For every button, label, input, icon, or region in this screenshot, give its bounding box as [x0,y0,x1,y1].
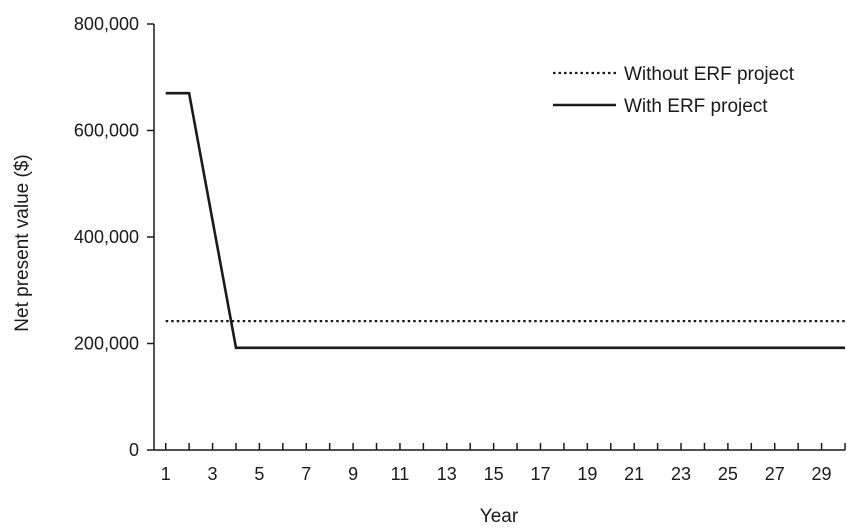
x-tick-label: 29 [812,464,832,484]
y-tick-label: 200,000 [74,334,139,354]
x-tick-label: 5 [254,464,264,484]
legend-label-2: With ERF project [624,96,768,117]
x-tick-label: 13 [437,464,457,484]
x-tick-label: 19 [577,464,597,484]
y-tick-label: 0 [129,440,139,460]
x-axis-label: Year [480,506,519,526]
x-tick-label: 15 [484,464,504,484]
legend-label-1: Without ERF project [624,64,795,85]
legend: Without ERF project With ERF project [553,64,795,117]
x-tick-label: 23 [671,464,691,484]
axes [153,24,845,451]
y-tick-label: 800,000 [74,14,139,34]
x-tick-label: 17 [530,464,550,484]
x-tick-label: 3 [208,464,218,484]
y-axis-label: Net present value ($) [12,154,33,331]
x-tick-label: 7 [301,464,311,484]
series [165,91,845,350]
x-tick-label: 9 [348,464,358,484]
x-tick-label: 27 [765,464,785,484]
y-tick-label: 400,000 [74,227,139,247]
y-tick-label: 600,000 [74,121,139,141]
x-tick-label: 21 [624,464,644,484]
x-tick-label: 25 [718,464,738,484]
series-line-2 [165,91,845,350]
x-tick-label: 1 [161,464,171,484]
x-tick-label: 11 [391,464,410,484]
